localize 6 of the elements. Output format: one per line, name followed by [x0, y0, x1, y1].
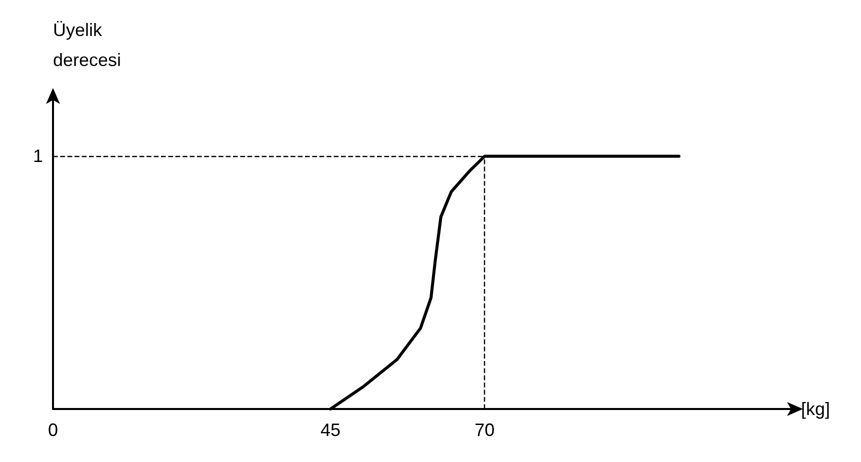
x-axis-title: [kg] — [801, 399, 830, 419]
text: 1 — [32, 146, 43, 166]
x-tick-label: 45 — [320, 420, 341, 440]
x-tick-label: 70 — [474, 420, 495, 440]
y-axis-title: Üyelik derecesi — [53, 20, 122, 70]
x-tick-label: 0 — [48, 420, 58, 440]
